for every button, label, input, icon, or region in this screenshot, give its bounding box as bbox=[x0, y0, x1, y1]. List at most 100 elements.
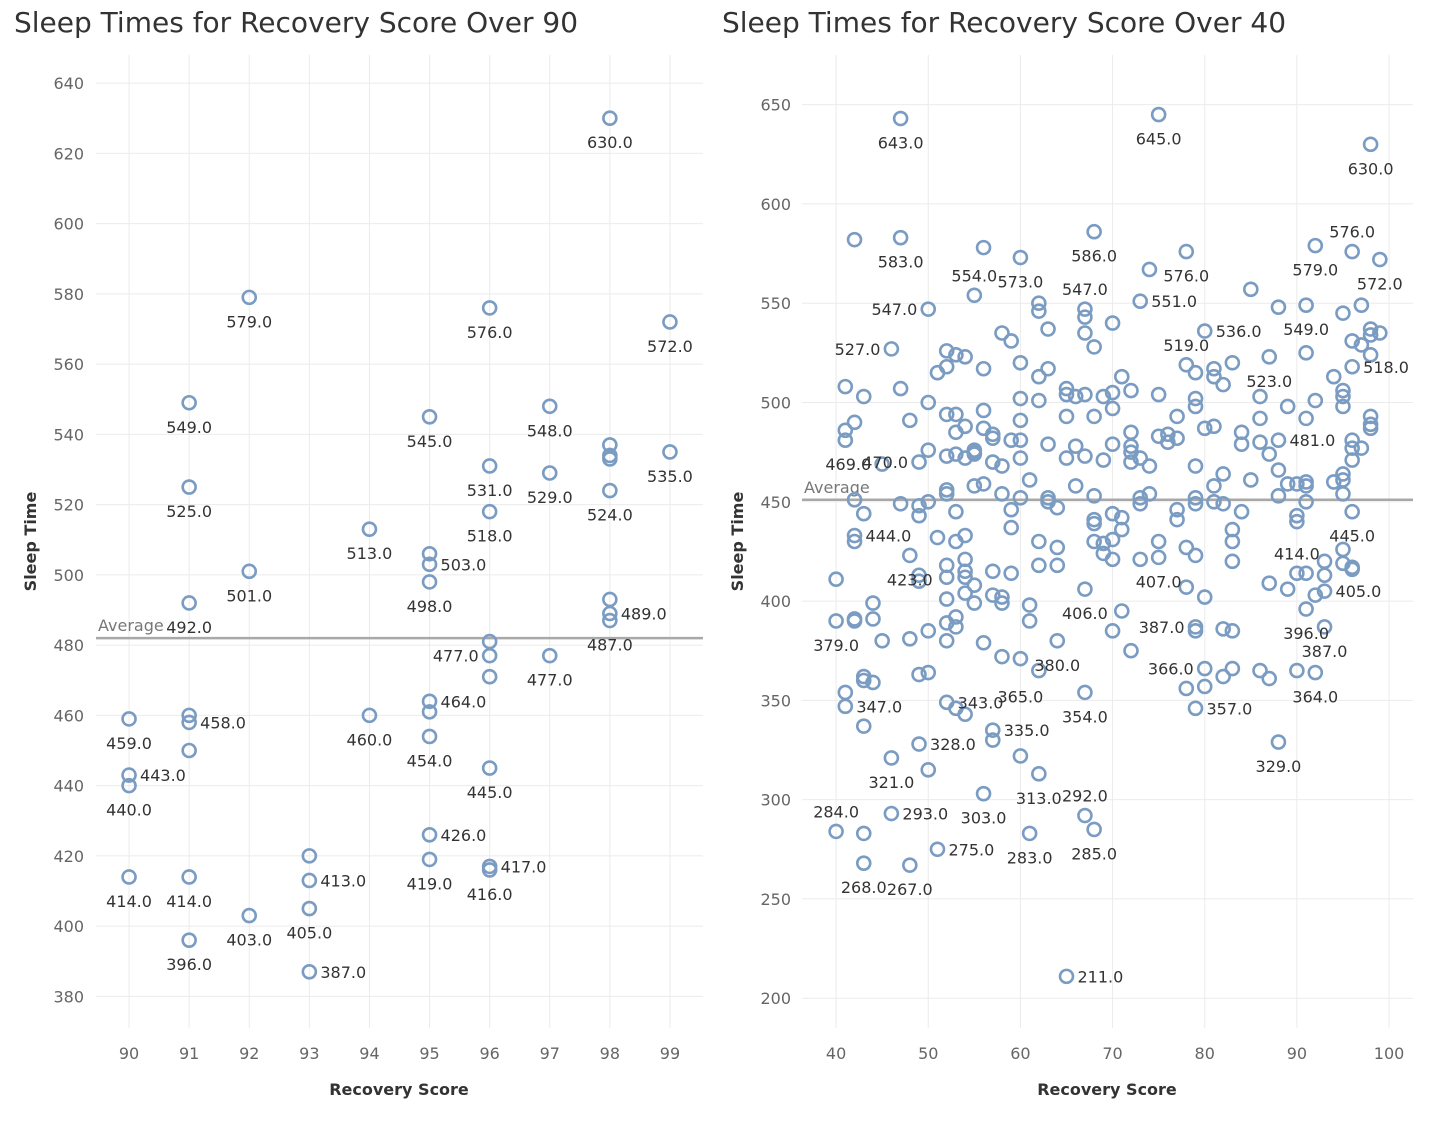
data-point bbox=[1178, 680, 1195, 697]
data-label: 545.0 bbox=[407, 432, 453, 451]
data-point bbox=[1058, 450, 1075, 466]
data-point bbox=[421, 574, 438, 590]
data-point bbox=[1169, 501, 1185, 518]
data-point bbox=[1003, 565, 1019, 582]
data-point bbox=[1196, 420, 1213, 437]
data-point bbox=[1012, 412, 1029, 429]
data-point bbox=[1344, 243, 1360, 260]
data-point bbox=[1150, 106, 1167, 123]
chart-title-over-90: Sleep Times for Recovery Score Over 90 bbox=[14, 6, 579, 39]
data-label: 531.0 bbox=[467, 481, 513, 500]
data-point bbox=[1178, 356, 1195, 373]
left-chart-panel: 90 91 92 93 94 95 96 97 98 99 380 400 420 440 460 480 50… bbox=[14, 6, 703, 1099]
data-point bbox=[1123, 642, 1139, 659]
data-point bbox=[1058, 380, 1075, 397]
data-point bbox=[984, 430, 1001, 447]
data-points bbox=[121, 110, 678, 980]
data-point bbox=[1187, 495, 1204, 512]
data-label: 405.0 bbox=[286, 924, 332, 943]
data-point bbox=[1049, 632, 1066, 649]
data-point bbox=[938, 448, 955, 464]
data-point bbox=[1077, 581, 1093, 597]
data-point bbox=[1067, 438, 1084, 454]
data-point bbox=[994, 486, 1010, 502]
y-tick-label: 620 bbox=[53, 144, 84, 163]
data-point bbox=[1123, 454, 1139, 470]
data-point bbox=[846, 613, 863, 629]
data-point bbox=[1040, 360, 1056, 377]
data-point bbox=[602, 612, 618, 629]
data-point bbox=[1169, 430, 1185, 447]
data-point bbox=[966, 595, 983, 611]
data-point bbox=[892, 229, 909, 246]
data-point bbox=[1077, 386, 1093, 403]
data-point bbox=[948, 347, 964, 363]
chart-title-over-40: Sleep Times for Recovery Score Over 40 bbox=[722, 6, 1287, 39]
data-label: 403.0 bbox=[226, 931, 272, 950]
data-point bbox=[1353, 440, 1370, 456]
data-point bbox=[1270, 299, 1287, 315]
data-point bbox=[1196, 660, 1213, 677]
data-point bbox=[121, 777, 137, 794]
data-point bbox=[920, 493, 937, 510]
data-point bbox=[1270, 432, 1287, 449]
data-point bbox=[1243, 281, 1259, 298]
data-point bbox=[975, 476, 992, 492]
data-point bbox=[241, 289, 258, 306]
data-point bbox=[1058, 968, 1075, 985]
data-point bbox=[1307, 237, 1324, 254]
data-point bbox=[1067, 388, 1084, 405]
data-label: 211.0 bbox=[1077, 967, 1123, 986]
y-tick-label: 300 bbox=[760, 791, 791, 810]
data-label: 547.0 bbox=[871, 300, 917, 319]
data-label: 407.0 bbox=[1136, 572, 1182, 591]
data-label: 293.0 bbox=[902, 805, 948, 824]
data-label: 357.0 bbox=[1207, 699, 1253, 718]
data-point bbox=[1215, 495, 1231, 512]
data-point bbox=[966, 478, 983, 494]
data-point bbox=[1012, 249, 1029, 266]
data-point bbox=[855, 855, 872, 871]
data-label: 283.0 bbox=[1007, 848, 1053, 867]
data-label: 519.0 bbox=[1163, 336, 1209, 355]
data-point bbox=[1049, 499, 1066, 516]
data-point bbox=[1104, 400, 1121, 417]
data-label: 387.0 bbox=[320, 963, 366, 982]
data-point bbox=[1289, 476, 1305, 492]
data-point bbox=[984, 587, 1001, 603]
data-label: 518.0 bbox=[467, 527, 513, 546]
data-point bbox=[902, 412, 918, 429]
y-tick-label: 500 bbox=[53, 566, 84, 585]
data-point bbox=[1031, 533, 1047, 550]
data-point bbox=[181, 479, 197, 495]
data-point bbox=[1335, 466, 1351, 482]
x-axis-title: Recovery Score bbox=[329, 1080, 469, 1099]
data-point bbox=[1104, 623, 1121, 639]
data-point bbox=[1095, 452, 1112, 468]
data-point bbox=[883, 341, 900, 357]
data-label: 275.0 bbox=[948, 840, 994, 859]
y-tick-label: 250 bbox=[760, 890, 791, 909]
data-point bbox=[957, 706, 973, 723]
data-point bbox=[421, 728, 438, 745]
data-point bbox=[1362, 420, 1379, 437]
data-point bbox=[1160, 434, 1176, 451]
data-point bbox=[1012, 432, 1029, 449]
data-point bbox=[1095, 535, 1112, 552]
data-point bbox=[1141, 486, 1158, 502]
y-tick-label: 600 bbox=[760, 195, 791, 214]
data-point bbox=[1344, 452, 1360, 468]
data-point bbox=[1206, 493, 1222, 510]
data-point bbox=[984, 563, 1001, 580]
data-point bbox=[1058, 386, 1075, 403]
y-tick-label: 200 bbox=[760, 989, 791, 1008]
data-point bbox=[481, 760, 498, 776]
data-point bbox=[1187, 390, 1204, 407]
data-label: 549.0 bbox=[166, 418, 212, 437]
data-point bbox=[1215, 376, 1231, 393]
data-point bbox=[1077, 309, 1093, 325]
average-label: Average bbox=[804, 478, 870, 497]
data-point bbox=[1086, 533, 1102, 550]
data-point bbox=[1012, 450, 1029, 466]
y-tick-label: 440 bbox=[53, 777, 84, 796]
